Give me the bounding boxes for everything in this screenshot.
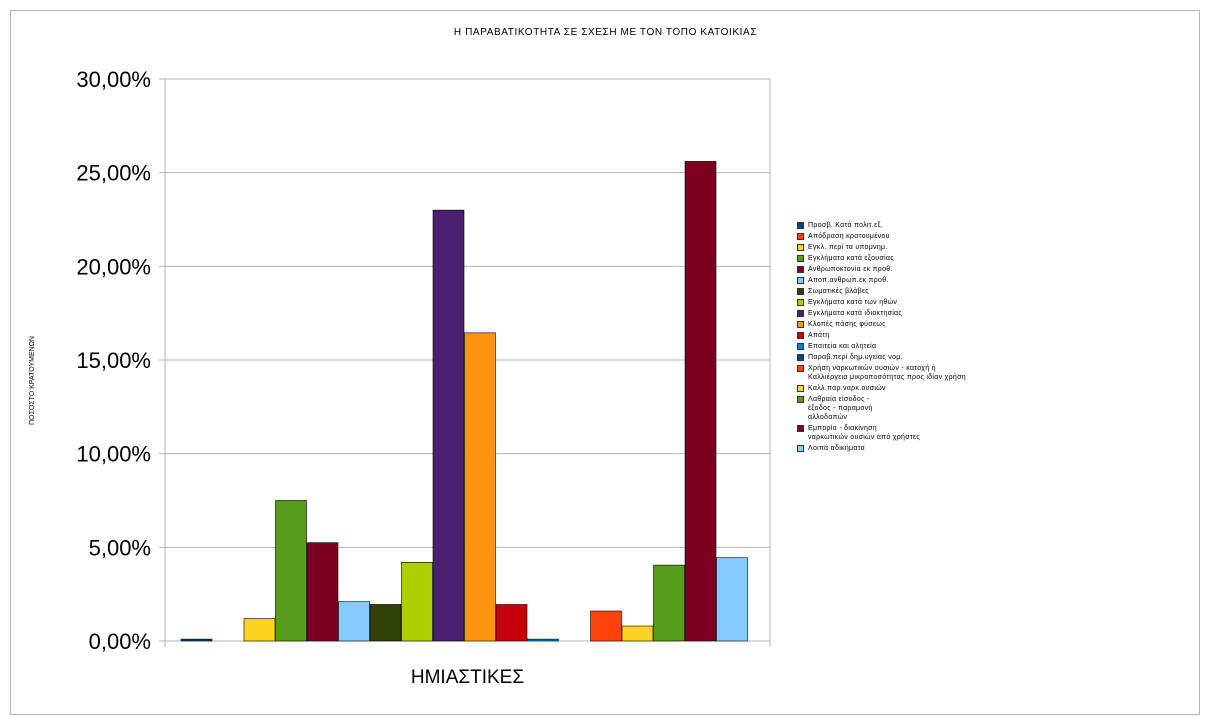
legend-label: Παραβ.περί δημ.υγείας νομ. xyxy=(808,354,903,361)
legend-swatch xyxy=(797,288,804,295)
legend-label: Εγκλήματα κατά των ηθών xyxy=(808,299,898,306)
legend-item: Σωματικές βλάβες xyxy=(797,287,997,296)
legend-label: Εγκλήματα κατά ιδιοκτησίας xyxy=(808,310,903,317)
legend-label: Σωματικές βλάβες xyxy=(808,288,869,295)
legend-label: Επαιτεία και αλητεία xyxy=(808,343,877,350)
y-tick-label: 15,00% xyxy=(76,348,151,373)
legend-label: Χρήση ναρκωτικών ουσιών - κατοχή ή Καλλι… xyxy=(808,365,966,381)
legend-label: Λαθραία είσοδος - έξοδος - παραμονή αλλο… xyxy=(808,396,873,421)
legend-swatch xyxy=(797,233,804,240)
legend-label: Απάτη xyxy=(808,332,830,339)
bar-series-1 xyxy=(180,638,213,642)
legend-swatch xyxy=(797,299,804,306)
legend-label: Απόδραση κρατουμένου xyxy=(808,233,890,240)
legend-swatch xyxy=(797,385,804,392)
legend-item: Ανθρωποκτονία εκ προθ. xyxy=(797,265,997,274)
y-tick-label: 30,00% xyxy=(76,67,151,92)
legend-item: Λαθραία είσοδος - έξοδος - παραμονή αλλο… xyxy=(797,395,997,422)
bar-series-10 xyxy=(464,332,496,642)
bar-series-5 xyxy=(306,542,339,642)
legend-item: Χρήση ναρκωτικών ουσιών - κατοχή ή Καλλι… xyxy=(797,364,997,382)
legend-swatch xyxy=(797,425,804,432)
y-tick-label: 0,00% xyxy=(89,629,151,654)
bar-series-17 xyxy=(684,161,717,642)
x-category-label: ΗΜΙΑΣΤΙΚΕΣ xyxy=(411,667,524,688)
legend-swatch xyxy=(797,244,804,251)
bar-series-9 xyxy=(432,209,465,642)
y-tick-label: 5,00% xyxy=(89,535,151,560)
y-tick-label: 25,00% xyxy=(76,161,151,186)
bar-series-16 xyxy=(653,564,685,642)
y-tick-label: 10,00% xyxy=(76,442,151,467)
legend-swatch xyxy=(797,310,804,317)
legend-item: Εγκλήματα κατά των ηθών xyxy=(797,298,997,307)
bar-series-15 xyxy=(621,625,654,642)
legend-item: Εγκλήματα κατά ιδιοκτησίας xyxy=(797,309,997,318)
legend-item: Προσβ. Κατά πολιτ.εξ. xyxy=(797,221,997,230)
legend-swatch xyxy=(797,222,804,229)
legend-item: Καλλ.παρ.ναρκ.ουσιών xyxy=(797,384,997,393)
legend-swatch xyxy=(797,343,804,350)
legend-swatch xyxy=(797,321,804,328)
chart-frame xyxy=(10,10,1200,715)
bar-series-8 xyxy=(401,562,433,642)
legend-label: Εγκλ. περί τα υπομνημ. xyxy=(808,244,888,251)
legend-label: Εμπορία - διακίνηση ναρκωτικών ουσιών απ… xyxy=(808,425,921,441)
chart-legend: Προσβ. Κατά πολιτ.εξ. Απόδραση κρατουμένο… xyxy=(797,221,997,455)
bar-series-14 xyxy=(590,610,622,642)
legend-swatch xyxy=(797,365,804,372)
legend-swatch xyxy=(797,277,804,284)
bar-series-7 xyxy=(369,604,402,642)
legend-label: Λοιπά αδικήματα xyxy=(808,445,866,452)
legend-label: Προσβ. Κατά πολιτ.εξ. xyxy=(808,222,884,229)
legend-label: Κλοπές πάσης φύσεως xyxy=(808,321,886,328)
legend-item: Λοιπά αδικήματα xyxy=(797,444,997,453)
legend-swatch xyxy=(797,266,804,273)
bar-series-3 xyxy=(243,618,276,642)
chart-title: Η ΠΑΡΑΒΑΤΙΚΟΤΗΤΑ ΣΕ ΣΧΕΣΗ ΜΕ ΤΟΝ ΤΟΠΟ ΚΑ… xyxy=(453,27,758,38)
legend-label: Καλλ.παρ.ναρκ.ουσιών xyxy=(808,385,886,392)
bar-series-18 xyxy=(716,557,748,642)
legend-item: Εγκλήματα κατά εξουσίας xyxy=(797,254,997,263)
bar-series-12 xyxy=(527,638,559,642)
y-tick-label: 20,00% xyxy=(76,254,151,279)
bar-series-11 xyxy=(495,604,528,642)
legend-label: Αποπ.ανθρωπ.εκ προθ. xyxy=(808,277,889,284)
legend-item: Παραβ.περί δημ.υγείας νομ. xyxy=(797,353,997,362)
legend-item: Επαιτεία και αλητεία xyxy=(797,342,997,351)
legend-item: Εγκλ. περί τα υπομνημ. xyxy=(797,243,997,252)
legend-swatch xyxy=(797,354,804,361)
bar-series-4 xyxy=(275,500,307,642)
bar-series-6 xyxy=(338,601,370,642)
legend-label: Ανθρωποκτονία εκ προθ. xyxy=(808,266,893,273)
legend-item: Αποπ.ανθρωπ.εκ προθ. xyxy=(797,276,997,285)
legend-swatch xyxy=(797,396,804,403)
legend-item: Απάτη xyxy=(797,331,997,340)
legend-swatch xyxy=(797,332,804,339)
legend-swatch xyxy=(797,255,804,262)
legend-swatch xyxy=(797,445,804,452)
legend-item: Κλοπές πάσης φύσεως xyxy=(797,320,997,329)
legend-item: Απόδραση κρατουμένου xyxy=(797,232,997,241)
legend-item: Εμπορία - διακίνηση ναρκωτικών ουσιών απ… xyxy=(797,424,997,442)
legend-label: Εγκλήματα κατά εξουσίας xyxy=(808,255,894,262)
